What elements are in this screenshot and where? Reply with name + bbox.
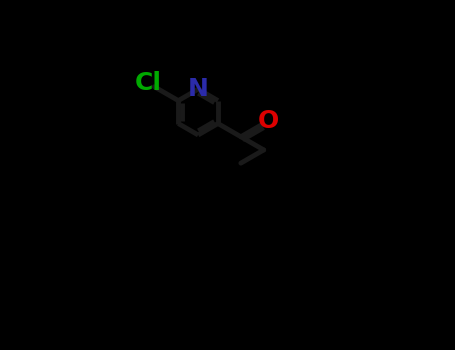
Text: Cl: Cl (135, 71, 162, 96)
Text: N: N (188, 77, 208, 101)
Text: O: O (258, 109, 279, 133)
